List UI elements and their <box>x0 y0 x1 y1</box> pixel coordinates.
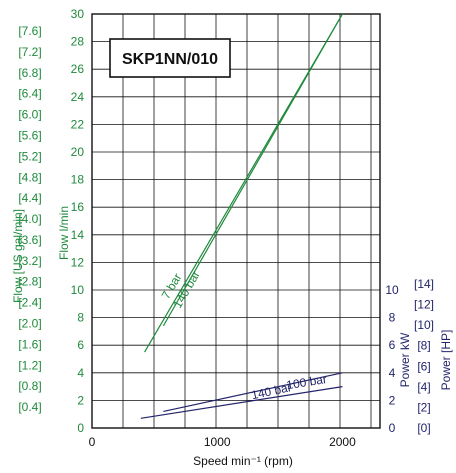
power-kw-tick-label: 10 <box>385 283 399 297</box>
flow-lmin-tick-label: 28 <box>71 35 85 49</box>
y-axis-label-hp: Power [HP] <box>439 330 453 391</box>
flow-series-line <box>162 13 343 327</box>
y-axis-label-kw: Power kW <box>398 332 412 387</box>
power-hp-tick-label: [8] <box>417 339 430 353</box>
flow-usgal-tick-label: [4.8] <box>18 170 41 184</box>
flow-usgal-tick-label: [3.2] <box>18 254 41 268</box>
flow-lmin-tick-label: 10 <box>71 283 85 297</box>
x-tick-label: 2000 <box>329 435 356 449</box>
flow-lmin-tick-label: 6 <box>77 338 84 352</box>
flow-usgal-tick-label: [1.2] <box>18 358 41 372</box>
flow-lmin-tick-label: 4 <box>77 366 84 380</box>
y-axis-label-usgal: Flow [US gal/min] <box>11 209 25 303</box>
power-kw-tick-label: 0 <box>389 421 396 435</box>
series-lines <box>140 13 343 419</box>
flow-lmin-tick-label: 16 <box>71 200 85 214</box>
flow-usgal-tick-label: [4.4] <box>18 191 41 205</box>
power-hp-tick-label: [14] <box>414 277 434 291</box>
flow-usgal-tick-label: [0.4] <box>18 400 41 414</box>
flow-usgal-tick-label: [0.8] <box>18 379 41 393</box>
power-hp-tick-label: [0] <box>417 421 430 435</box>
flow-lmin-tick-label: 2 <box>77 393 84 407</box>
flow-usgal-tick-label: [2.8] <box>18 275 41 289</box>
flow-lmin-tick-label: 12 <box>71 255 85 269</box>
flow-usgal-tick-label: [5.2] <box>18 149 41 163</box>
flow-lmin-tick-label: 30 <box>71 7 85 21</box>
flow-usgal-tick-label: [6.0] <box>18 108 41 122</box>
flow-usgal-tick-label: [7.2] <box>18 45 41 59</box>
flow-usgal-tick-label: [6.4] <box>18 87 41 101</box>
power-hp-tick-label: [6] <box>417 359 430 373</box>
power-hp-tick-label: [10] <box>414 318 434 332</box>
tick-labels: 024681012141618202224262830[0.4][0.8][1.… <box>18 7 434 449</box>
power-series-line <box>163 372 343 413</box>
flow-usgal-tick-label: [5.6] <box>18 128 41 142</box>
grid <box>91 13 381 429</box>
power-hp-tick-label: [12] <box>414 298 434 312</box>
flow-lmin-tick-label: 0 <box>77 421 84 435</box>
y-axis-label-lmin: Flow l/min <box>57 206 71 260</box>
flow-usgal-tick-label: [6.8] <box>18 66 41 80</box>
flow-lmin-tick-label: 26 <box>71 62 85 76</box>
x-tick-label: 0 <box>89 435 96 449</box>
x-tick-label: 1000 <box>204 435 231 449</box>
x-axis-label: Speed min⁻¹ (rpm) <box>193 454 293 468</box>
title-box <box>109 38 231 78</box>
power-kw-tick-label: 2 <box>389 393 396 407</box>
flow-lmin-tick-label: 22 <box>71 117 85 131</box>
power-kw-tick-label: 8 <box>389 311 396 325</box>
power-series-label: 100 bar <box>285 372 327 392</box>
flow-usgal-tick-label: [4.0] <box>18 212 41 226</box>
flow-lmin-tick-label: 14 <box>71 228 85 242</box>
power-kw-tick-label: 4 <box>389 366 396 380</box>
chart-title: SKP1NN/010 <box>122 51 218 68</box>
flow-usgal-tick-label: [2.0] <box>18 317 41 331</box>
flow-usgal-tick-label: [3.6] <box>18 233 41 247</box>
flow-lmin-tick-label: 24 <box>71 90 85 104</box>
flow-lmin-tick-label: 18 <box>71 173 85 187</box>
flow-usgal-tick-label: [1.6] <box>18 337 41 351</box>
power-hp-tick-label: [4] <box>417 380 430 394</box>
flow-usgal-tick-label: [2.4] <box>18 296 41 310</box>
power-series-line <box>140 386 343 419</box>
flow-lmin-tick-label: 20 <box>71 145 85 159</box>
flow-usgal-tick-label: [7.6] <box>18 24 41 38</box>
power-kw-tick-label: 6 <box>389 338 396 352</box>
flow-lmin-tick-label: 8 <box>77 311 84 325</box>
plot-frame <box>91 13 381 429</box>
power-hp-tick-label: [2] <box>417 400 430 414</box>
